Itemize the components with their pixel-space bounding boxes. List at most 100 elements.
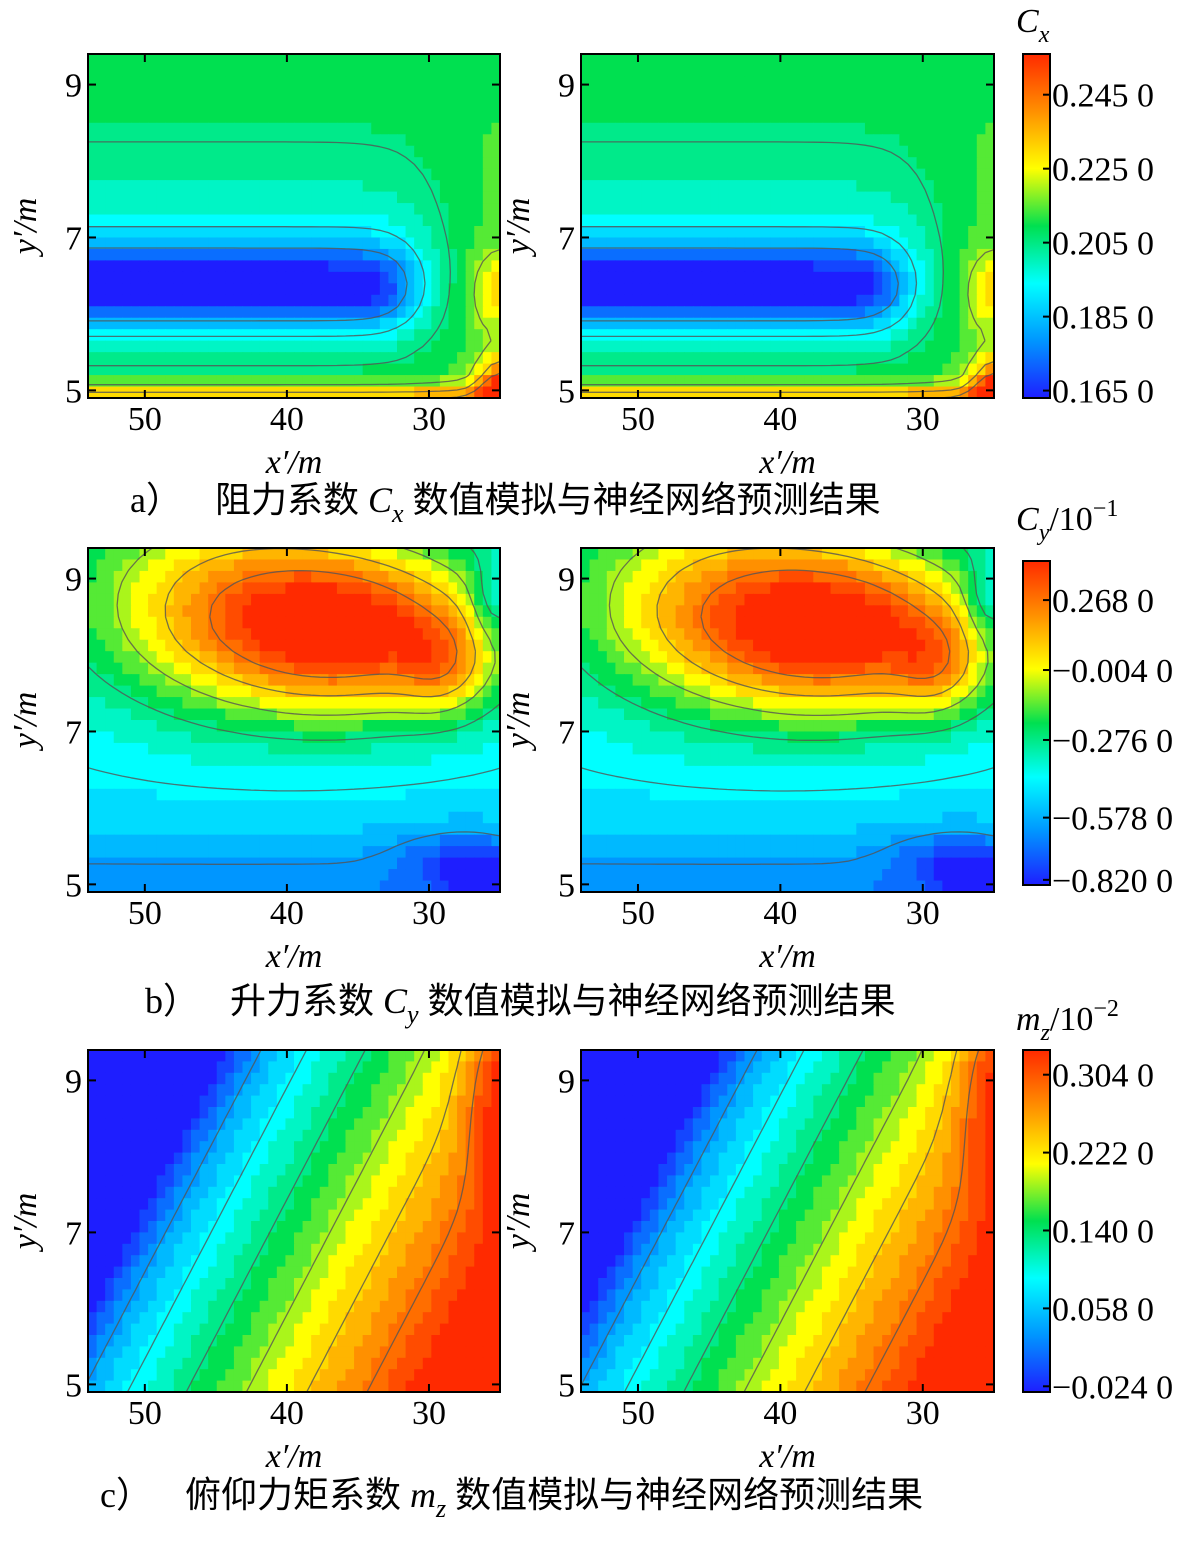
colorbar-tick-label: −0.276 0 bbox=[1052, 723, 1173, 760]
contour-lines bbox=[581, 141, 994, 398]
contour-line bbox=[88, 141, 451, 367]
contour-line bbox=[88, 360, 500, 393]
x-tick-label: 50 bbox=[621, 401, 655, 438]
y-tick-label: 9 bbox=[65, 562, 82, 599]
x-tick-label: 30 bbox=[906, 1395, 940, 1432]
contour-line bbox=[581, 248, 994, 386]
contour-line bbox=[700, 569, 951, 680]
contour-line bbox=[581, 1050, 758, 1386]
colorbar-tick-label: 0.140 0 bbox=[1052, 1214, 1154, 1251]
x-tick-label: 30 bbox=[906, 895, 940, 932]
colorbar-gradient bbox=[1022, 53, 1051, 399]
contour-line bbox=[306, 1050, 462, 1392]
colorbar-gradient bbox=[1022, 1049, 1051, 1393]
plot-panel-a-simulation: 50 40 30 9 7 5 x′/m y′/m bbox=[7, 53, 501, 481]
x-tick-label: 30 bbox=[412, 401, 446, 438]
contour-line bbox=[581, 766, 994, 792]
plot-panel-a-prediction: 50 40 30 9 7 5 x′/m y′/m bbox=[500, 53, 995, 481]
figure-caption: 升力系数 Cy 数值模拟与神经网络预测结果 bbox=[230, 981, 896, 1029]
x-tick-label: 30 bbox=[906, 401, 940, 438]
contour-line bbox=[116, 548, 496, 716]
y-axis-label: y′/m bbox=[7, 692, 44, 752]
contour-line bbox=[623, 1050, 805, 1392]
contour-lines bbox=[581, 548, 994, 865]
contour-fill bbox=[581, 54, 994, 398]
x-tick-label: 40 bbox=[270, 401, 304, 438]
contour-line bbox=[581, 141, 944, 367]
x-axis-label: x′/m bbox=[265, 938, 323, 975]
colorbar-tick-label: 0.205 0 bbox=[1052, 226, 1154, 263]
y-axis-label: y′/m bbox=[500, 198, 537, 258]
y-tick-label: 5 bbox=[558, 373, 575, 410]
x-axis-label: x′/m bbox=[758, 938, 816, 975]
contour-line bbox=[164, 548, 477, 698]
y-tick-label: 9 bbox=[65, 68, 82, 105]
chart-c: 50 40 30 9 7 5 x′/m y′/m 50 40 30 9 7 5 x′/m y′/m 0.304 … bbox=[7, 996, 1173, 1523]
y-tick-label: 5 bbox=[65, 373, 82, 410]
y-tick-label: 7 bbox=[65, 220, 82, 257]
x-tick-label: 50 bbox=[621, 1395, 655, 1432]
plot-frame bbox=[580, 547, 995, 893]
contour-fill bbox=[581, 548, 994, 892]
y-axis-label: y′/m bbox=[500, 692, 537, 752]
contour-line bbox=[88, 1050, 262, 1381]
y-tick-label: 9 bbox=[558, 562, 575, 599]
plot-panel-b-simulation: 50 40 30 9 7 5 x′/m y′/m bbox=[7, 547, 501, 975]
plot-panel-b-prediction: 50 40 30 9 7 5 x′/m y′/m bbox=[500, 547, 995, 975]
colorbar-tick-label: 0.225 0 bbox=[1052, 152, 1154, 189]
plot-frame bbox=[87, 547, 501, 893]
x-axis-label: x′/m bbox=[758, 1438, 816, 1475]
contour-lines bbox=[88, 1050, 484, 1392]
plot-panel-c-prediction: 50 40 30 9 7 5 x′/m y′/m bbox=[500, 1049, 995, 1475]
y-tick-label: 5 bbox=[65, 867, 82, 904]
contour-line bbox=[743, 1050, 923, 1392]
x-tick-label: 50 bbox=[621, 895, 655, 932]
y-tick-label: 9 bbox=[65, 1063, 82, 1100]
contour-line bbox=[245, 1050, 426, 1392]
colorbar-tick-label: −0.004 0 bbox=[1052, 653, 1173, 690]
x-tick-label: 40 bbox=[763, 895, 797, 932]
contour-lines bbox=[88, 141, 500, 398]
colorbar-tick-label: 0.222 0 bbox=[1052, 1136, 1154, 1173]
colorbar-tick-label: −0.820 0 bbox=[1052, 863, 1173, 900]
contour-lines bbox=[88, 548, 500, 865]
contour-line bbox=[88, 767, 500, 792]
plot-frame bbox=[580, 53, 995, 399]
colorbar-title: Cx bbox=[1016, 3, 1050, 48]
contour-line bbox=[366, 1050, 484, 1392]
y-tick-label: 7 bbox=[65, 1215, 82, 1252]
colorbar-tick-label: −0.024 0 bbox=[1052, 1369, 1173, 1406]
contour-fill bbox=[581, 1050, 994, 1392]
y-tick-label: 7 bbox=[558, 220, 575, 257]
contour-line bbox=[581, 360, 994, 393]
caption-letter: b） bbox=[145, 981, 199, 1021]
x-tick-label: 50 bbox=[128, 895, 162, 932]
contour-fill bbox=[88, 54, 500, 398]
contour-line bbox=[864, 1050, 980, 1392]
colorbar-tick-label: 0.268 0 bbox=[1052, 583, 1154, 620]
colorbar-tick-label: −0.578 0 bbox=[1052, 801, 1173, 838]
colorbar-tick-label: 0.304 0 bbox=[1052, 1058, 1154, 1095]
y-tick-label: 7 bbox=[65, 714, 82, 751]
contour-line bbox=[581, 831, 994, 865]
x-tick-label: 50 bbox=[128, 401, 162, 438]
caption-letter: a） bbox=[130, 480, 182, 520]
y-axis-label: y′/m bbox=[7, 198, 44, 258]
y-tick-label: 7 bbox=[558, 714, 575, 751]
y-tick-label: 9 bbox=[558, 1063, 575, 1100]
contour-line bbox=[581, 226, 918, 338]
plot-frame bbox=[87, 1049, 501, 1393]
contour-line bbox=[88, 831, 500, 865]
plot-panel-c-simulation: 50 40 30 9 7 5 x′/m y′/m bbox=[7, 1049, 501, 1475]
colorbar-tick-label: 0.185 0 bbox=[1052, 300, 1154, 337]
colorbar-tick-label: 0.245 0 bbox=[1052, 78, 1154, 115]
x-tick-label: 30 bbox=[412, 1395, 446, 1432]
contour-line bbox=[88, 226, 426, 338]
contour-fill bbox=[88, 1050, 500, 1392]
y-tick-label: 5 bbox=[65, 1367, 82, 1404]
caption-letter: c） bbox=[100, 1475, 152, 1515]
colorbar-title: Cy/10−1 bbox=[1016, 496, 1118, 546]
y-tick-label: 9 bbox=[558, 68, 575, 105]
x-axis-label: x′/m bbox=[265, 444, 323, 481]
